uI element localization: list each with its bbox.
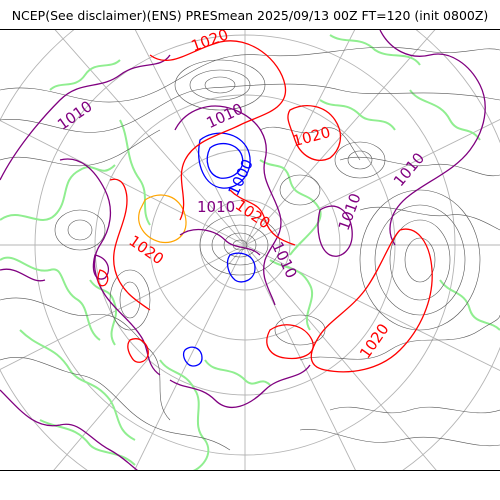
contour-1020 xyxy=(97,40,433,373)
contour-label: 1020 xyxy=(189,30,231,55)
contour-1025 xyxy=(138,194,187,244)
coastlines xyxy=(0,34,500,470)
contour-label: 1010 xyxy=(335,191,365,233)
contour-1000 xyxy=(182,132,256,367)
meridian-lines xyxy=(0,30,500,470)
contour-label: 1010 xyxy=(54,97,96,134)
page-title: NCEP(See disclaimer)(ENS) PRESmean 2025/… xyxy=(11,8,489,23)
contour-labels: 1020 1010 1010 1020 1010 1000 1010 1020 … xyxy=(54,30,428,362)
contour-label: 1010 xyxy=(390,149,428,190)
pressure-map: 1020 1010 1010 1020 1010 1000 1010 1020 … xyxy=(0,29,500,471)
isobars-thin xyxy=(0,46,500,451)
contour-label: 1020 xyxy=(356,320,393,362)
contour-label: 1010 xyxy=(204,100,246,132)
contour-label: 1020 xyxy=(126,232,168,269)
map-canvas: 1020 1010 1010 1020 1010 1000 1010 1020 … xyxy=(0,30,500,470)
contour-1010 xyxy=(0,30,486,470)
contour-label: 1010 xyxy=(197,198,235,216)
contour-label: 1020 xyxy=(291,123,333,150)
